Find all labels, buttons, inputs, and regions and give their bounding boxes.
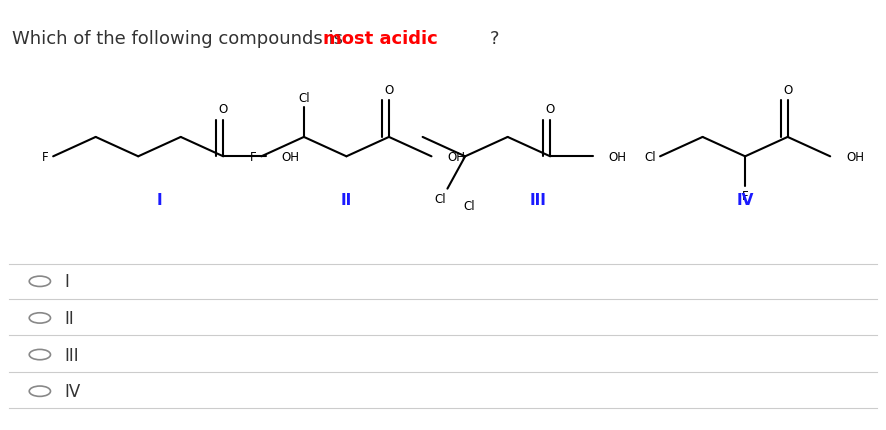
Text: F: F [742, 190, 749, 203]
Text: Cl: Cl [463, 200, 476, 213]
Text: most acidic: most acidic [323, 30, 439, 48]
Text: ?: ? [490, 30, 500, 48]
Text: II: II [341, 193, 352, 207]
Text: F: F [43, 150, 49, 163]
Text: Cl: Cl [434, 192, 447, 205]
Text: O: O [783, 84, 792, 97]
Text: OH: OH [609, 150, 626, 163]
Text: Cl: Cl [298, 92, 310, 104]
Text: OH: OH [447, 150, 465, 163]
Text: IV: IV [65, 382, 81, 400]
Text: IV: IV [736, 193, 754, 207]
Text: OH: OH [282, 150, 299, 163]
Text: O: O [546, 103, 555, 116]
Text: Which of the following compounds is: Which of the following compounds is [12, 30, 348, 48]
Text: III: III [65, 346, 80, 364]
Text: F: F [251, 150, 257, 163]
Text: Cl: Cl [644, 150, 656, 163]
Text: OH: OH [846, 150, 864, 163]
Text: II: II [65, 309, 74, 327]
Text: O: O [219, 103, 228, 116]
Text: O: O [385, 84, 393, 97]
Text: III: III [529, 193, 547, 207]
Text: I: I [157, 193, 162, 207]
Text: I: I [65, 273, 70, 291]
